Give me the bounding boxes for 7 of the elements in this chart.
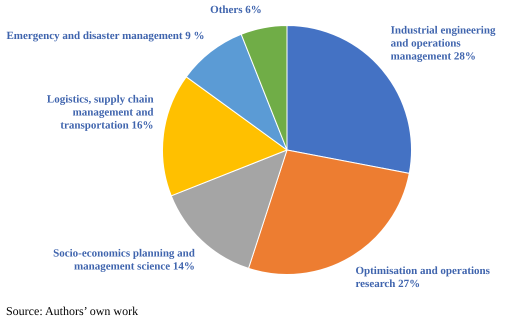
slice-label: Industrial engineering and operations management 28% <box>390 24 496 63</box>
slice-label: Optimisation and operations research 27% <box>355 265 491 290</box>
slice-label: Logistics, supply chain management and transportation 16% <box>46 93 154 132</box>
slice-label: Socio-economics planning and management science 14% <box>53 247 195 272</box>
slice-label: Emergency and disaster management 9 % <box>6 30 205 42</box>
slice-label: Others 6% <box>210 4 262 16</box>
source-note: Source: Authors’ own work <box>6 304 138 319</box>
